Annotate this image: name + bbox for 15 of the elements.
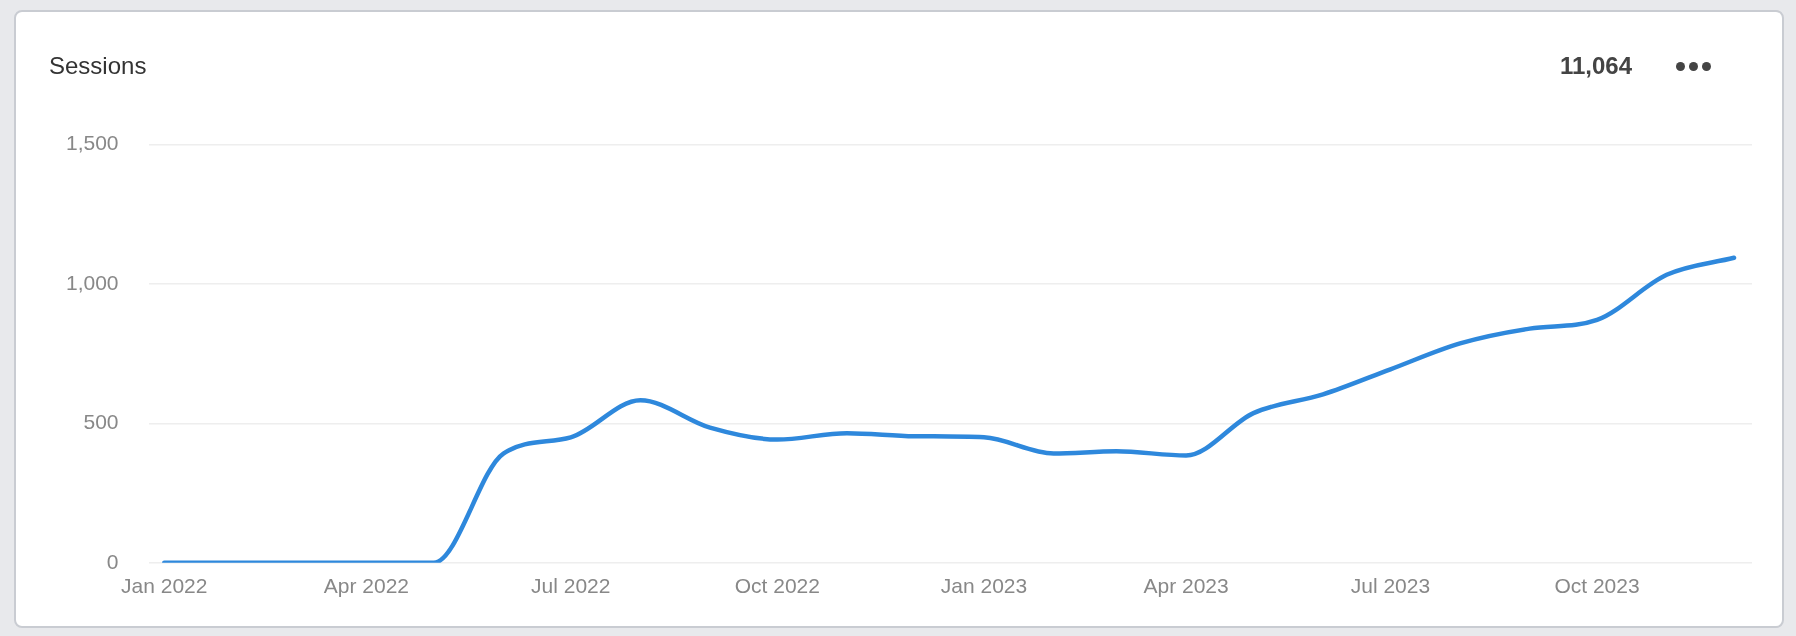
x-tick-label: Apr 2023 [1143,574,1229,598]
y-tick-label: 500 [83,410,119,434]
line-series [162,255,1737,563]
x-tick-label: Jul 2023 [1350,574,1431,598]
chart-title: Sessions [49,52,147,80]
x-tick-label: Jan 2022 [121,574,208,598]
y-tick-label: 1,500 [65,131,119,155]
y-tick-label: 0 [106,549,119,573]
x-tick-label: Jul 2022 [531,574,611,598]
x-tick-label: Apr 2022 [323,574,409,598]
x-tick-label: Oct 2023 [1554,574,1640,598]
x-tick-label: Jan 2023 [940,574,1028,598]
x-tick-label: Oct 2022 [734,574,820,598]
y-tick-label: 1,000 [65,270,119,294]
text: 11,064 [1559,52,1632,80]
